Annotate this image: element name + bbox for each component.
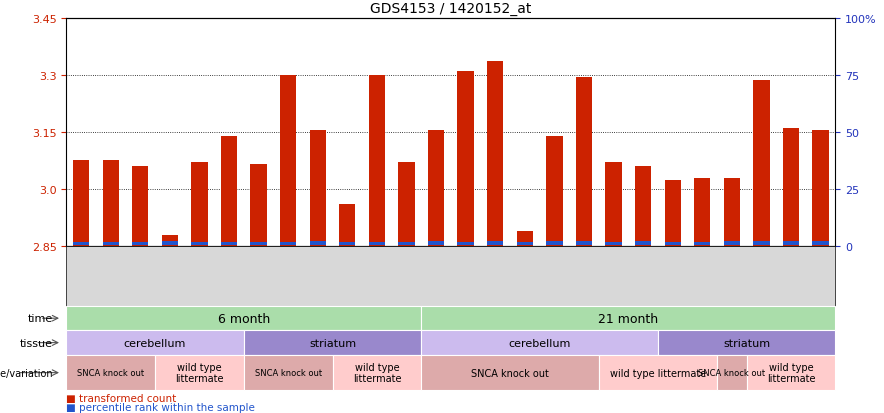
Bar xyxy=(546,136,562,247)
Bar xyxy=(575,78,592,247)
Bar xyxy=(694,178,711,247)
Text: wild type
littermate: wild type littermate xyxy=(353,362,401,384)
Bar xyxy=(724,241,740,245)
Bar xyxy=(812,131,828,247)
Bar xyxy=(428,131,444,247)
Bar xyxy=(665,242,681,245)
Text: striatum: striatum xyxy=(309,338,356,348)
Bar xyxy=(575,241,592,245)
Text: ■ percentile rank within the sample: ■ percentile rank within the sample xyxy=(66,402,255,412)
Bar xyxy=(458,242,474,245)
Bar xyxy=(280,76,296,247)
Bar xyxy=(635,241,652,245)
Bar xyxy=(783,129,799,247)
Bar xyxy=(162,235,178,247)
Bar xyxy=(73,161,89,247)
Bar xyxy=(606,163,621,247)
Bar xyxy=(132,242,149,245)
Bar xyxy=(369,242,385,245)
Text: 21 month: 21 month xyxy=(598,312,659,325)
Bar xyxy=(309,241,326,245)
Bar xyxy=(191,242,208,245)
Text: genotype/variation: genotype/variation xyxy=(0,368,53,378)
Bar xyxy=(309,131,326,247)
Text: cerebellum: cerebellum xyxy=(508,338,571,348)
Bar xyxy=(546,241,562,245)
Bar xyxy=(221,242,237,245)
Title: GDS4153 / 1420152_at: GDS4153 / 1420152_at xyxy=(370,2,531,16)
Bar xyxy=(516,242,533,245)
Bar xyxy=(724,178,740,247)
Text: SNCA knock out: SNCA knock out xyxy=(255,368,322,377)
Bar xyxy=(694,242,711,245)
Bar xyxy=(753,81,770,247)
Text: time: time xyxy=(27,313,53,323)
Text: SNCA knock out: SNCA knock out xyxy=(77,368,144,377)
Bar xyxy=(191,163,208,247)
Bar xyxy=(428,241,444,245)
Bar xyxy=(399,242,415,245)
Text: 6 month: 6 month xyxy=(217,312,270,325)
Bar xyxy=(606,242,621,245)
Bar xyxy=(162,241,178,245)
Bar xyxy=(132,167,149,247)
Bar xyxy=(812,241,828,245)
Text: cerebellum: cerebellum xyxy=(124,338,187,348)
Bar xyxy=(369,76,385,247)
Bar xyxy=(487,62,503,247)
Text: SNCA knock out: SNCA knock out xyxy=(698,368,766,377)
Bar xyxy=(458,72,474,247)
Bar xyxy=(221,136,237,247)
Text: striatum: striatum xyxy=(723,338,770,348)
Bar xyxy=(487,241,503,245)
Bar xyxy=(665,180,681,247)
Bar xyxy=(783,241,799,245)
Bar xyxy=(339,205,355,247)
Bar xyxy=(753,241,770,245)
Text: tissue: tissue xyxy=(20,338,53,348)
Bar xyxy=(516,231,533,247)
Bar xyxy=(250,165,267,247)
Bar xyxy=(399,163,415,247)
Bar xyxy=(339,242,355,245)
Bar xyxy=(103,161,118,247)
Bar xyxy=(73,242,89,245)
Bar xyxy=(280,242,296,245)
Bar xyxy=(635,167,652,247)
Text: wild type
littermate: wild type littermate xyxy=(766,362,815,384)
Text: ■ transformed count: ■ transformed count xyxy=(66,393,177,403)
Text: SNCA knock out: SNCA knock out xyxy=(471,368,549,378)
Bar xyxy=(250,242,267,245)
Text: wild type
littermate: wild type littermate xyxy=(175,362,224,384)
Text: wild type littermate: wild type littermate xyxy=(610,368,706,378)
Bar xyxy=(103,242,118,245)
